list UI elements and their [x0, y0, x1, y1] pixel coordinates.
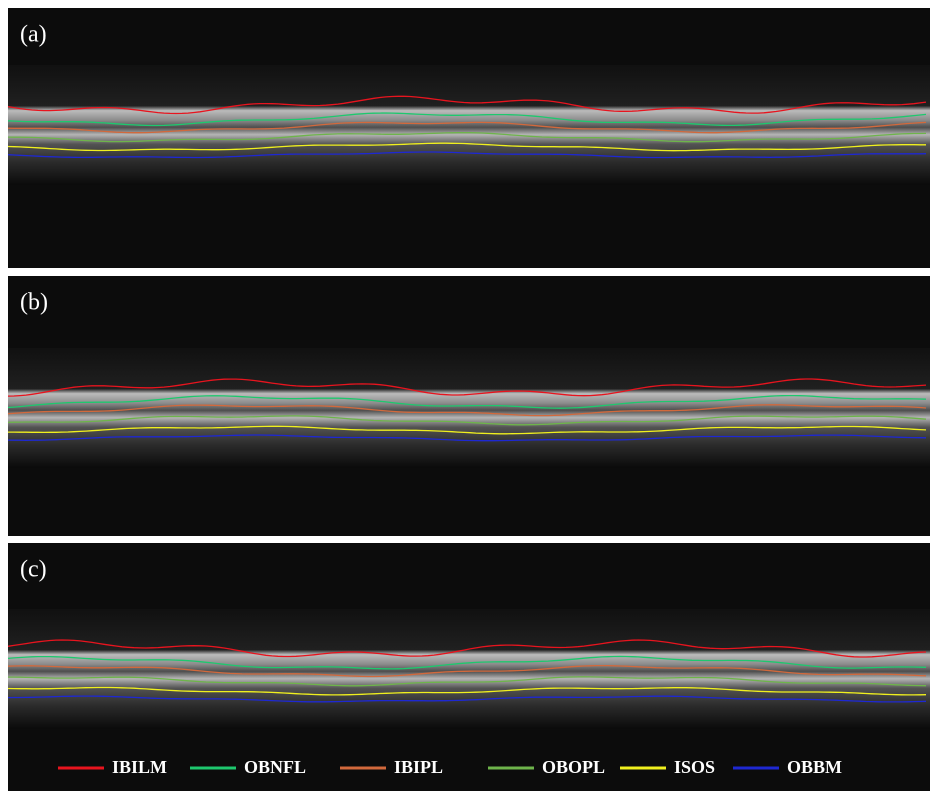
oct-panel: (c) [8, 543, 930, 791]
figure: (a) (b) (c) IBILM OBNFL IBIPL OBOPL ISOS OBBM [0, 0, 932, 799]
legend-label: IBILM [112, 757, 167, 777]
panels: (a) (b) (c) [8, 8, 930, 791]
legend-label: ISOS [674, 757, 715, 777]
legend-label: OBBM [787, 757, 842, 777]
oct-panel: (a) [8, 8, 930, 268]
panel-label: (b) [20, 290, 48, 316]
panel-label: (c) [20, 557, 47, 583]
legend-label: OBNFL [244, 757, 306, 777]
legend-label: OBOPL [542, 757, 605, 777]
legend-label: IBIPL [394, 757, 443, 777]
retina-band [8, 609, 930, 729]
oct-panel: (b) [8, 276, 930, 536]
panel-label: (a) [20, 22, 47, 48]
